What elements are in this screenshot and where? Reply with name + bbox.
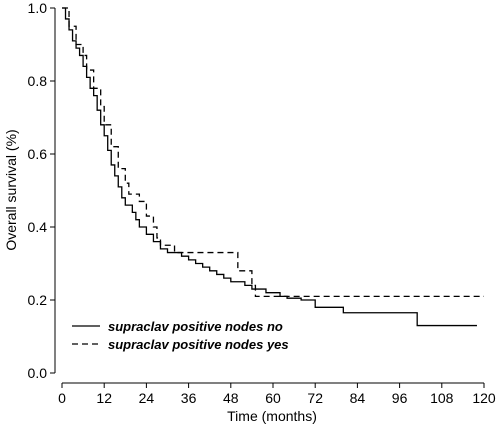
y-tick-label: 0.4: [28, 219, 48, 235]
x-tick-label: 60: [265, 390, 281, 406]
survival-line: [62, 7, 477, 327]
x-tick-label: 72: [307, 390, 323, 406]
x-tick-label: 48: [223, 390, 239, 406]
x-tick-label: 120: [472, 390, 496, 406]
x-tick-label: 108: [430, 390, 454, 406]
survival-line: [62, 7, 484, 297]
x-tick-label: 96: [392, 390, 408, 406]
y-axis-label: Overall survival (%): [3, 129, 19, 250]
y-tick-label: 0.2: [28, 292, 48, 308]
x-tick-label: 24: [139, 390, 155, 406]
y-tick-label: 0.6: [28, 146, 48, 162]
x-tick-label: 84: [350, 390, 366, 406]
x-tick-label: 12: [96, 390, 112, 406]
legend-label: supraclav positive nodes no: [108, 319, 283, 334]
y-tick-label: 0.0: [28, 365, 48, 381]
x-tick-label: 0: [58, 390, 66, 406]
x-axis-label: Time (months): [227, 408, 317, 424]
y-tick-label: 1.0: [28, 0, 48, 16]
x-tick-label: 36: [181, 390, 197, 406]
legend-label: supraclav positive nodes yes: [108, 337, 289, 352]
y-tick-label: 0.8: [28, 73, 48, 89]
